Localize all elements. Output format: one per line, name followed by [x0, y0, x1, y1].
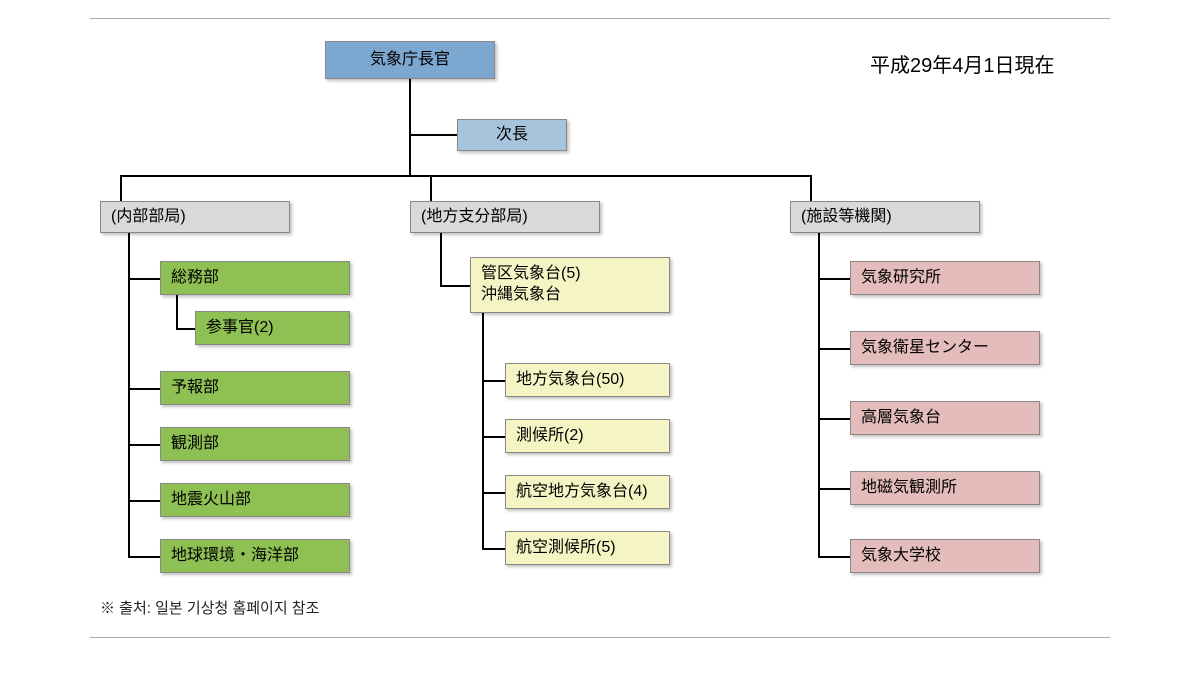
- source-footnote: ※ 출처: 일본 기상청 홈페이지 참조: [100, 597, 319, 618]
- connector-line: [128, 444, 160, 446]
- connector-line: [176, 328, 195, 330]
- node-h2: (地方支分部局): [410, 201, 600, 233]
- connector-line: [409, 134, 457, 136]
- connector-line: [120, 175, 810, 177]
- connector-line: [482, 548, 505, 550]
- node-y1: 管区気象台(5) 沖縄気象台: [470, 257, 670, 313]
- connector-line: [818, 556, 850, 558]
- node-y4: 航空地方気象台(4): [505, 475, 670, 509]
- connector-line: [128, 278, 160, 280]
- connector-line: [482, 436, 505, 438]
- node-deputy: 次長: [457, 119, 567, 151]
- org-chart-canvas: 平成29年4月1日現在 ※ 출처: 일본 기상청 홈페이지 참조 気象庁長官次長…: [90, 18, 1110, 638]
- connector-line: [810, 175, 812, 201]
- connector-line: [430, 175, 432, 201]
- connector-line: [409, 79, 411, 175]
- node-y5: 航空測候所(5): [505, 531, 670, 565]
- node-g3: 観測部: [160, 427, 350, 461]
- node-h1: (内部部局): [100, 201, 290, 233]
- connector-line: [482, 492, 505, 494]
- connector-line: [818, 418, 850, 420]
- node-y3: 測候所(2): [505, 419, 670, 453]
- node-g1: 総務部: [160, 261, 350, 295]
- connector-line: [128, 388, 160, 390]
- connector-line: [128, 500, 160, 502]
- connector-line: [440, 233, 442, 285]
- connector-line: [818, 278, 850, 280]
- node-p4: 地磁気観測所: [850, 471, 1040, 505]
- node-g1a: 参事官(2): [195, 311, 350, 345]
- connector-line: [818, 348, 850, 350]
- node-p3: 高層気象台: [850, 401, 1040, 435]
- date-label: 平成29年4月1日現在: [870, 49, 1055, 78]
- connector-line: [482, 313, 484, 548]
- connector-line: [440, 285, 470, 287]
- connector-line: [120, 175, 122, 201]
- node-p5: 気象大学校: [850, 539, 1040, 573]
- node-g2: 予報部: [160, 371, 350, 405]
- connector-line: [128, 233, 130, 556]
- node-y2: 地方気象台(50): [505, 363, 670, 397]
- connector-line: [818, 488, 850, 490]
- connector-line: [482, 380, 505, 382]
- node-g4: 地震火山部: [160, 483, 350, 517]
- node-p1: 気象研究所: [850, 261, 1040, 295]
- node-p2: 気象衛星センター: [850, 331, 1040, 365]
- connector-line: [176, 295, 178, 328]
- connector-line: [818, 233, 820, 556]
- node-h3: (施設等機関): [790, 201, 980, 233]
- node-root: 気象庁長官: [325, 41, 495, 79]
- connector-line: [128, 556, 160, 558]
- node-g5: 地球環境・海洋部: [160, 539, 350, 573]
